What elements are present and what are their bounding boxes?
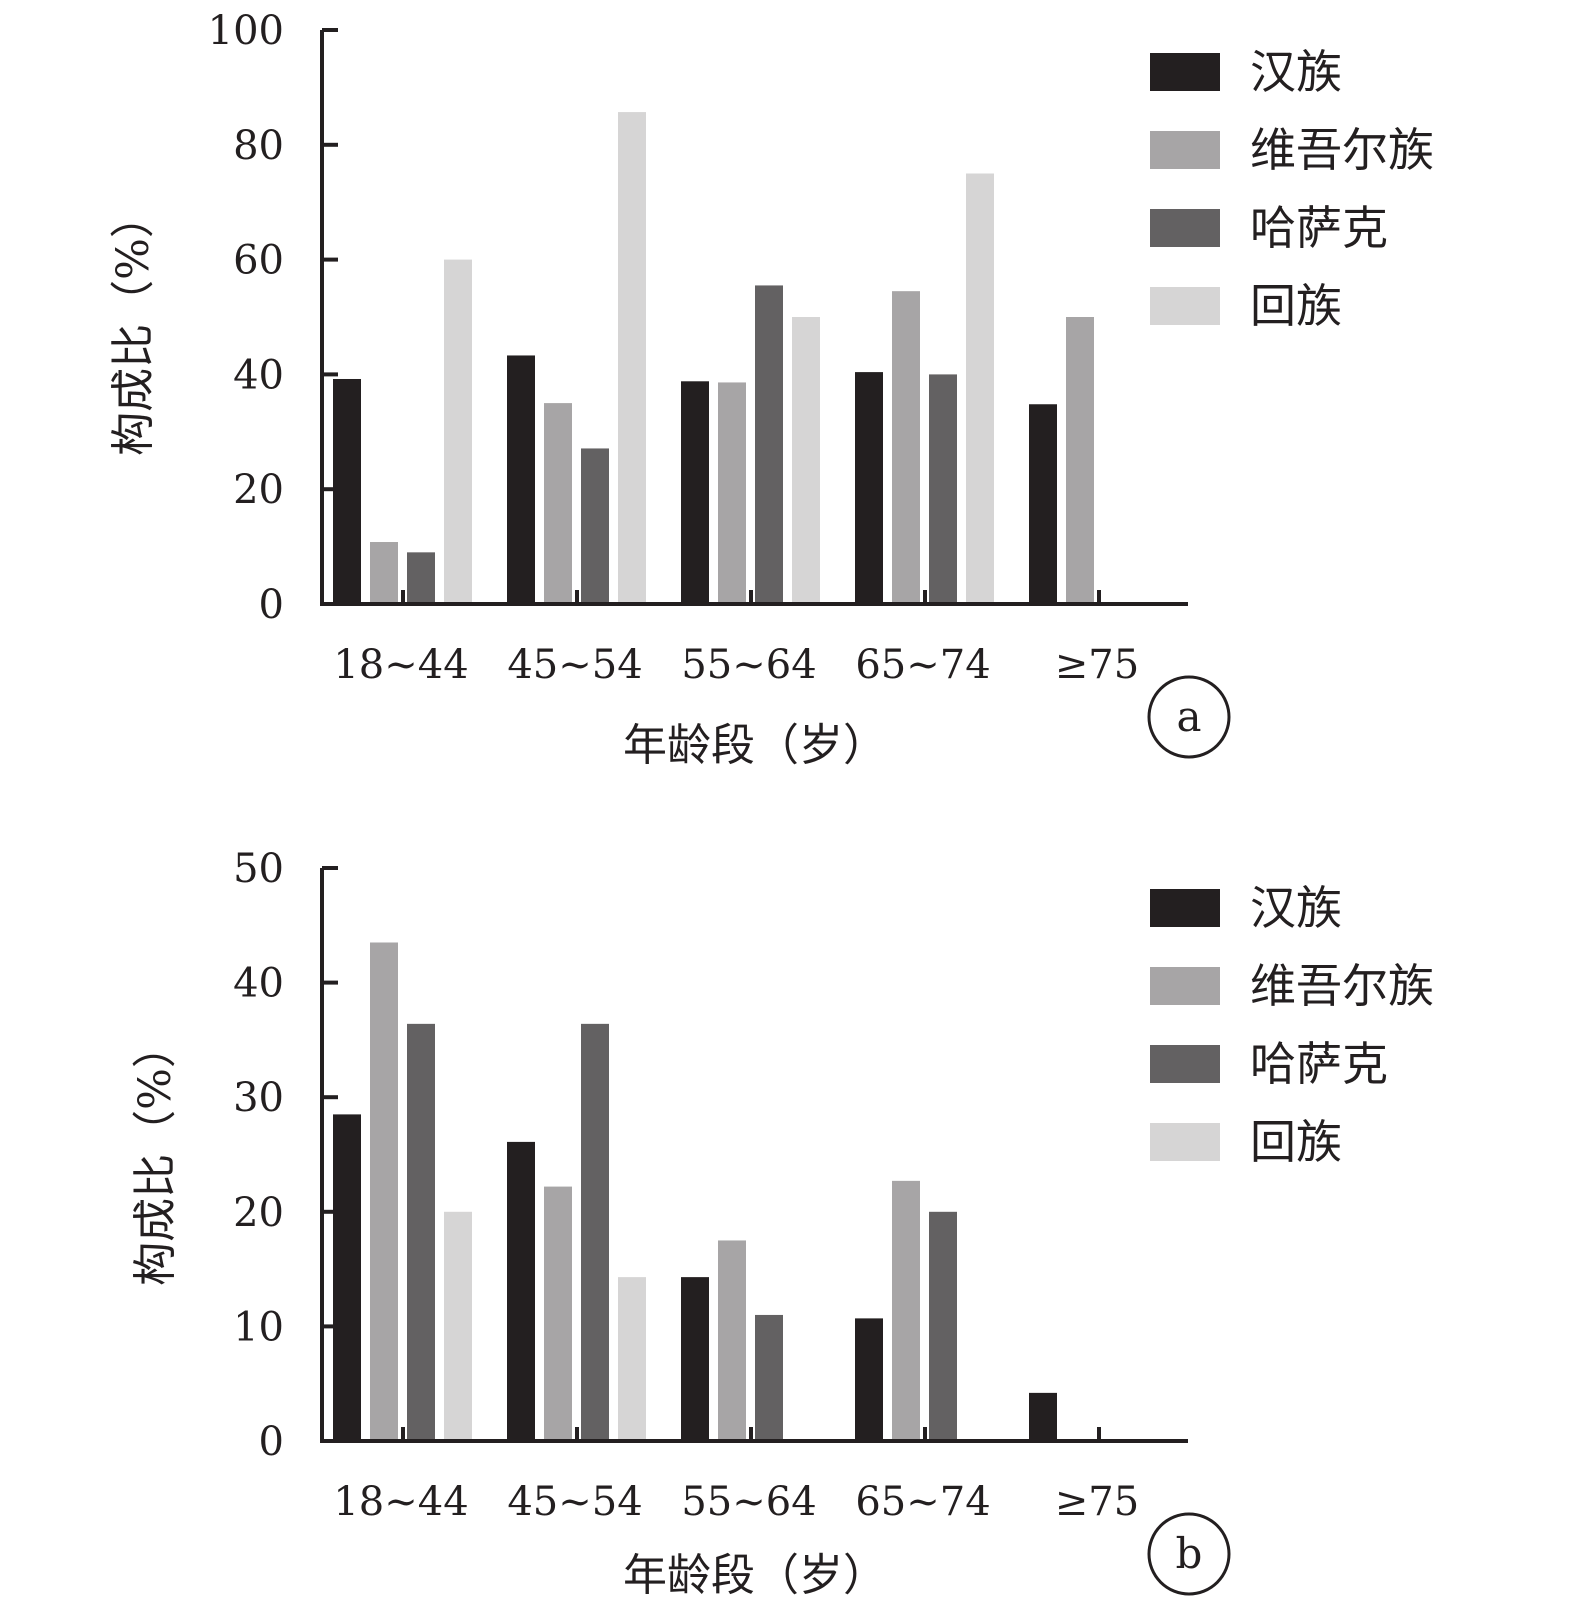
legend-swatch xyxy=(1150,53,1220,91)
y-tick-label: 60 xyxy=(233,238,284,284)
bar-a-1-0 xyxy=(507,355,535,604)
bar-a-1-1 xyxy=(544,403,572,604)
x-tick-label: 45~54 xyxy=(507,1479,642,1525)
bar-b-3-2 xyxy=(929,1211,957,1441)
panel-letter-circle xyxy=(1147,1512,1231,1596)
bar-a-1-2 xyxy=(581,448,609,604)
bar-a-1-3 xyxy=(618,112,646,604)
legend-swatch xyxy=(1150,287,1220,325)
legend-label: 哈萨克 xyxy=(1250,1037,1388,1091)
bar-b-4-0 xyxy=(1029,1392,1057,1441)
bar-b-2-2 xyxy=(755,1314,783,1441)
legend-label: 回族 xyxy=(1250,1115,1342,1169)
legend-label: 维吾尔族 xyxy=(1250,123,1434,177)
bar-b-1-2 xyxy=(581,1023,609,1441)
legend-label: 哈萨克 xyxy=(1250,201,1388,255)
y-axis-title: 构成比（%） xyxy=(130,1024,181,1286)
x-tick-label: 55~64 xyxy=(681,1479,816,1525)
y-tick-label: 100 xyxy=(208,8,284,54)
legend-label: 维吾尔族 xyxy=(1250,959,1434,1013)
bar-b-0-3 xyxy=(444,1211,472,1441)
bar-b-1-3 xyxy=(618,1277,646,1441)
legend-label: 汉族 xyxy=(1250,45,1342,99)
bar-a-0-2 xyxy=(407,552,435,604)
bar-a-3-2 xyxy=(929,374,957,604)
bar-b-2-0 xyxy=(681,1277,709,1441)
panel-letter: b xyxy=(1176,1529,1203,1578)
bar-b-1-0 xyxy=(507,1141,535,1441)
panel-letter-circle xyxy=(1147,675,1231,759)
x-axis-title: 年龄段（岁） xyxy=(623,720,887,771)
bar-a-2-0 xyxy=(681,381,709,604)
legend-swatch xyxy=(1150,967,1220,1005)
bar-b-0-2 xyxy=(407,1023,435,1441)
x-tick-label: 18~44 xyxy=(333,642,468,688)
legend-swatch xyxy=(1150,1123,1220,1161)
legend-swatch xyxy=(1150,1045,1220,1083)
x-tick-label: 55~64 xyxy=(681,642,816,688)
bar-b-1-1 xyxy=(544,1186,572,1441)
bar-a-2-1 xyxy=(718,382,746,604)
legend-swatch xyxy=(1150,131,1220,169)
bar-a-0-3 xyxy=(444,259,472,604)
bar-a-0-0 xyxy=(333,378,361,604)
bar-a-3-0 xyxy=(855,372,883,604)
bar-a-4-0 xyxy=(1029,404,1057,604)
bar-b-2-1 xyxy=(718,1240,746,1441)
y-tick-label: 40 xyxy=(233,352,284,398)
bar-a-2-3 xyxy=(792,317,820,604)
y-tick-label: 0 xyxy=(259,1419,284,1465)
x-tick-label: 18~44 xyxy=(333,1479,468,1525)
bar-a-4-1 xyxy=(1066,317,1094,604)
legend-label: 汉族 xyxy=(1250,881,1342,935)
bar-a-0-1 xyxy=(370,542,398,604)
y-axis-title: 构成比（%） xyxy=(108,194,159,456)
legend-label: 回族 xyxy=(1250,279,1342,333)
y-tick-label: 30 xyxy=(233,1075,284,1121)
legend-swatch xyxy=(1150,889,1220,927)
x-axis-title: 年龄段（岁） xyxy=(623,1550,887,1601)
chart-panel-a: 0 20 40 60 80 100 18~44 45~54 55~64 65~74 ≥75 年龄段（岁… xyxy=(108,8,1434,771)
bar-b-0-0 xyxy=(333,1114,361,1441)
x-tick-label: 65~74 xyxy=(855,1479,990,1525)
y-tick-label: 80 xyxy=(233,123,284,169)
bar-b-3-0 xyxy=(855,1318,883,1441)
x-tick-label: 45~54 xyxy=(507,642,642,688)
y-tick-label: 10 xyxy=(233,1304,284,1350)
y-tick-label: 40 xyxy=(233,961,284,1007)
chart-panel-b: 0 10 20 30 40 50 18~44 45~54 55~64 65~74 ≥75 年龄段（岁）… xyxy=(130,846,1434,1601)
y-tick-label: 0 xyxy=(259,582,284,628)
bar-b-0-1 xyxy=(370,942,398,1441)
bar-b-3-1 xyxy=(892,1180,920,1441)
legend-swatch xyxy=(1150,209,1220,247)
x-tick-label: ≥75 xyxy=(1055,1479,1139,1525)
bar-a-3-3 xyxy=(966,173,994,604)
x-tick-label: 65~74 xyxy=(855,642,990,688)
x-tick-label: ≥75 xyxy=(1055,642,1139,688)
y-tick-label: 20 xyxy=(233,1190,284,1236)
bar-a-2-2 xyxy=(755,285,783,604)
panel-letter: a xyxy=(1176,692,1201,741)
y-tick-label: 20 xyxy=(233,467,284,513)
y-tick-label: 50 xyxy=(233,846,284,892)
bar-a-3-1 xyxy=(892,291,920,604)
